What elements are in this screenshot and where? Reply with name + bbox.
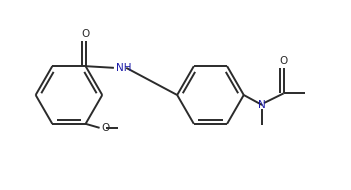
Text: O: O [280,56,288,66]
Text: O: O [101,123,109,133]
Text: N: N [258,100,266,110]
Text: NH: NH [115,63,131,73]
Text: O: O [81,28,90,39]
